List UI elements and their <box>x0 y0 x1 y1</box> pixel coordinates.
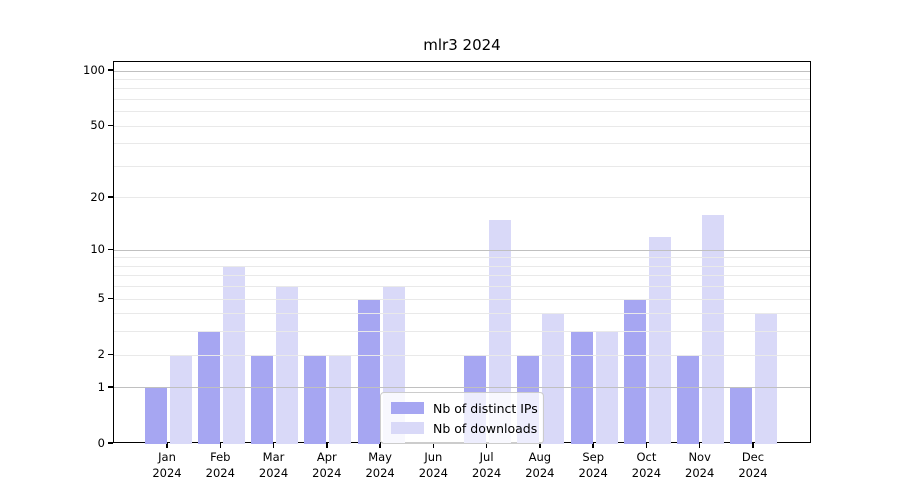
bar-ips-jan <box>144 387 167 444</box>
gridline-70 <box>114 99 810 101</box>
gridline-60 <box>114 111 810 113</box>
bar-ips-dec <box>730 387 753 444</box>
x-tick-mark-may <box>379 443 381 448</box>
chart-title: mlr3 2024 <box>423 36 501 54</box>
gridline-4 <box>114 313 810 315</box>
x-tick-label-jan: Jan 2024 <box>152 450 182 480</box>
x-tick-mark-sep <box>592 443 594 448</box>
x-tick-label-aug: Aug 2024 <box>525 450 555 480</box>
gridline-6 <box>114 286 810 288</box>
x-tick-label-mar: Mar 2024 <box>258 450 289 480</box>
x-tick-label-may: May 2024 <box>365 450 395 480</box>
x-tick-mark-nov <box>699 443 701 448</box>
legend-swatch-downloads <box>391 422 424 434</box>
y-tick-mark-100 <box>108 69 113 71</box>
y-tick-mark-10 <box>108 248 113 250</box>
x-tick-mark-dec <box>752 443 754 448</box>
x-tick-label-jun: Jun 2024 <box>418 450 448 480</box>
gridline-3 <box>114 331 810 333</box>
gridline-5 <box>114 298 810 300</box>
bar-ips-nov <box>677 355 700 444</box>
y-tick-mark-0 <box>108 442 113 444</box>
y-tick-label-20: 20 <box>90 189 105 204</box>
bar-downloads-aug <box>542 313 565 444</box>
bar-downloads-jan <box>169 355 192 444</box>
y-tick-label-1: 1 <box>97 379 105 394</box>
x-tick-mark-mar <box>272 443 275 448</box>
bar-ips-mar <box>251 355 274 444</box>
x-tick-mark-feb <box>219 443 221 448</box>
y-tick-label-10: 10 <box>90 242 105 257</box>
gridline-8 <box>114 265 810 267</box>
x-tick-label-sep: Sep 2024 <box>578 450 608 480</box>
x-tick-label-feb: Feb 2024 <box>205 450 235 480</box>
gridline-100 <box>114 70 810 72</box>
gridline-40 <box>114 143 810 145</box>
gridline-2 <box>114 354 810 356</box>
x-tick-label-apr: Apr 2024 <box>312 450 342 480</box>
x-tick-mark-aug <box>539 443 541 448</box>
x-tick-label-jul: Jul 2024 <box>471 450 502 480</box>
gridline-1 <box>114 387 810 389</box>
y-tick-label-2: 2 <box>97 347 105 362</box>
y-tick-label-0: 0 <box>97 436 105 450</box>
legend-item-distinct-ips: Nb of distinct IPs <box>391 398 538 418</box>
y-tick-mark-20 <box>108 196 113 198</box>
gridline-10 <box>114 249 810 251</box>
gridline-90 <box>114 78 810 80</box>
legend-label: Nb of distinct IPs <box>433 400 538 416</box>
x-tick-mark-apr <box>326 443 328 448</box>
y-tick-mark-1 <box>108 386 113 388</box>
y-tick-mark-5 <box>108 297 113 299</box>
bar-ips-may <box>357 299 380 444</box>
bar-downloads-mar <box>276 286 299 444</box>
y-tick-label-100: 100 <box>83 63 105 78</box>
x-tick-label-oct: Oct 2024 <box>631 450 662 480</box>
plot-area <box>113 61 811 444</box>
bar-ips-apr <box>304 355 327 444</box>
bar-downloads-dec <box>755 313 778 444</box>
y-tick-mark-2 <box>108 353 113 355</box>
x-tick-label-nov: Nov 2024 <box>685 450 715 480</box>
bar-downloads-oct <box>648 236 671 444</box>
x-tick-mark-jan <box>166 443 168 448</box>
legend-label: Nb of downloads <box>433 420 538 436</box>
legend-swatch-distinct-ips <box>391 402 424 414</box>
x-tick-mark-jun <box>432 443 435 448</box>
gridline-50 <box>114 125 810 127</box>
gridline-80 <box>114 88 810 90</box>
legend: Nb of distinct IPs Nb of downloads <box>380 392 544 444</box>
y-tick-mark-50 <box>108 124 113 126</box>
gridline-7 <box>114 275 810 277</box>
legend-item-downloads: Nb of downloads <box>391 418 537 438</box>
gridline-9 <box>114 257 810 259</box>
x-tick-label-dec: Dec 2024 <box>738 450 768 480</box>
bar-downloads-apr <box>329 355 352 444</box>
gridline-20 <box>114 197 810 199</box>
y-tick-label-5: 5 <box>97 291 105 306</box>
x-tick-mark-oct <box>645 443 648 448</box>
y-tick-label-50: 50 <box>90 118 105 133</box>
gridline-30 <box>114 166 810 167</box>
x-tick-mark-jul <box>485 443 488 448</box>
bar-ips-oct <box>623 299 646 444</box>
bar-downloads-nov <box>702 215 725 444</box>
